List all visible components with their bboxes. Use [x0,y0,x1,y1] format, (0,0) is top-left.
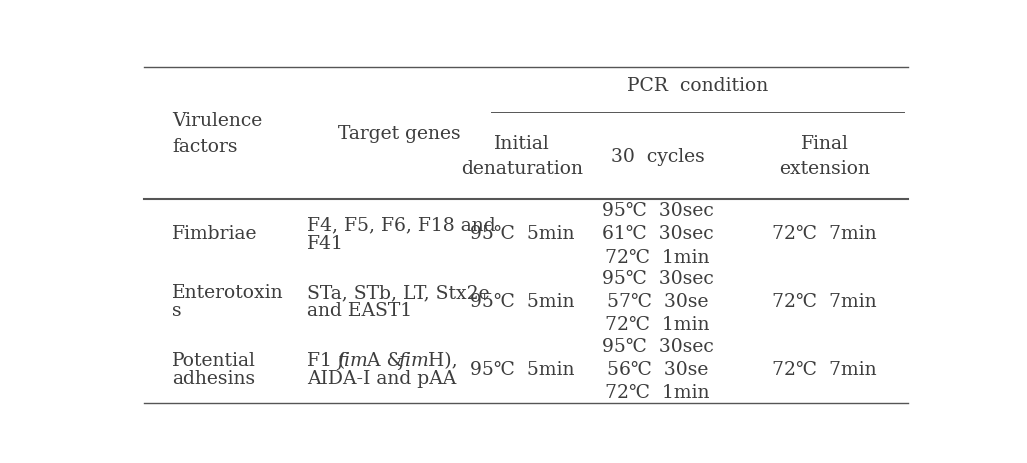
Text: H),: H), [422,351,458,369]
Text: 95℃  30sec: 95℃ 30sec [602,337,714,355]
Text: AIDA-I and pAA: AIDA-I and pAA [307,369,457,388]
Text: STa, STb, LT, Stx2e: STa, STb, LT, Stx2e [307,283,490,301]
Text: and EAST1: and EAST1 [307,302,413,320]
Text: Enterotoxin: Enterotoxin [173,283,283,301]
Text: Virulence
factors: Virulence factors [173,112,263,156]
Text: A &: A & [360,351,409,369]
Text: adhesins: adhesins [173,369,256,388]
Text: 72℃  1min: 72℃ 1min [605,316,710,334]
Text: 72℃  7min: 72℃ 7min [772,225,877,243]
Text: F4, F5, F6, F18 and: F4, F5, F6, F18 and [307,216,496,233]
Text: 95℃  30sec: 95℃ 30sec [602,202,714,219]
Text: Fimbriae: Fimbriae [173,225,258,243]
Text: 72℃  1min: 72℃ 1min [605,383,710,401]
Text: F41: F41 [307,234,344,252]
Text: 57℃  30se: 57℃ 30se [607,293,709,311]
Text: Final
extension: Final extension [779,135,870,178]
Text: fim: fim [337,351,368,369]
Text: Initial
denaturation: Initial denaturation [461,135,583,178]
Text: Target genes: Target genes [338,125,460,143]
Text: 61℃  30sec: 61℃ 30sec [602,225,714,243]
Text: s: s [173,302,182,320]
Text: F1 (: F1 ( [307,351,346,369]
Text: 95℃  5min: 95℃ 5min [470,293,575,311]
Text: 95℃  5min: 95℃ 5min [470,225,575,243]
Text: 30  cycles: 30 cycles [611,147,705,165]
Text: 72℃  7min: 72℃ 7min [772,293,877,311]
Text: PCR  condition: PCR condition [626,77,768,95]
Text: 56℃  30se: 56℃ 30se [607,360,709,378]
Text: 95℃  30sec: 95℃ 30sec [602,269,714,288]
Text: 95℃  5min: 95℃ 5min [470,360,575,378]
Text: 72℃  7min: 72℃ 7min [772,360,877,378]
Text: 72℃  1min: 72℃ 1min [605,248,710,266]
Text: fim: fim [398,351,429,369]
Text: Potential: Potential [173,351,256,369]
